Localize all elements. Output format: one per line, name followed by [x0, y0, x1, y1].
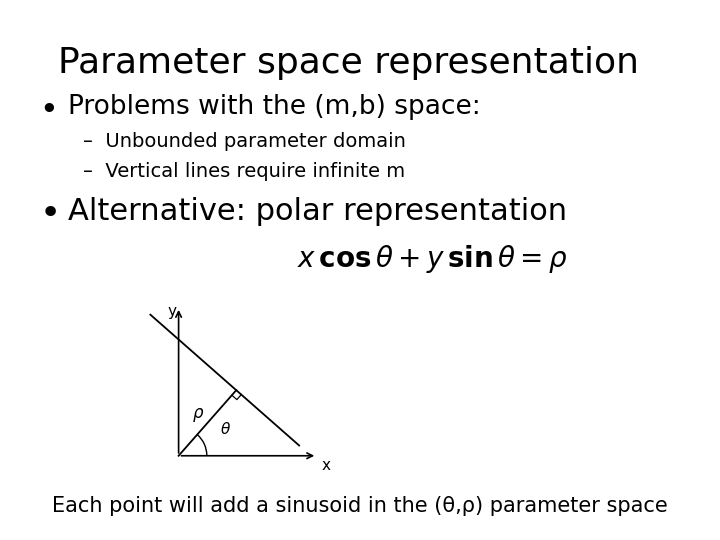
Text: $\theta$: $\theta$	[220, 421, 231, 437]
Text: $x\,\mathbf{cos}\,\theta + y\,\mathbf{sin}\,\theta = \rho$: $x\,\mathbf{cos}\,\theta + y\,\mathbf{si…	[297, 243, 567, 275]
Text: $\rho$: $\rho$	[192, 406, 204, 423]
Text: –  Vertical lines require infinite m: – Vertical lines require infinite m	[83, 162, 405, 181]
Text: Problems with the (m,b) space:: Problems with the (m,b) space:	[68, 94, 481, 120]
Text: •: •	[40, 197, 61, 231]
Text: x: x	[321, 458, 330, 474]
Text: Alternative: polar representation: Alternative: polar representation	[68, 197, 567, 226]
Text: –  Unbounded parameter domain: – Unbounded parameter domain	[83, 132, 405, 151]
Text: Parameter space representation: Parameter space representation	[58, 46, 639, 80]
Text: •: •	[40, 94, 58, 125]
Text: Each point will add a sinusoid in the (θ,ρ) parameter space: Each point will add a sinusoid in the (θ…	[52, 496, 668, 516]
Text: y: y	[167, 305, 176, 320]
